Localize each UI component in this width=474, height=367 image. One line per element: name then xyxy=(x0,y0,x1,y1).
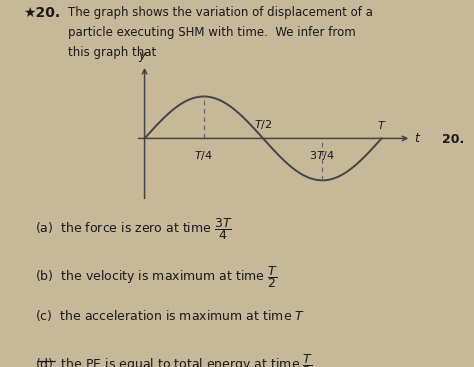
Text: (d)  the PE is equal to total energy at time $\dfrac{T}{2}$: (d) the PE is equal to total energy at t… xyxy=(36,352,314,367)
Text: $T/2$: $T/2$ xyxy=(254,118,272,131)
Text: particle executing SHM with time.  We infer from: particle executing SHM with time. We inf… xyxy=(68,26,356,39)
Text: $T$: $T$ xyxy=(377,119,386,131)
Text: t: t xyxy=(414,132,419,145)
Text: (a)  the force is zero at time $\dfrac{3T}{4}$: (a) the force is zero at time $\dfrac{3T… xyxy=(36,217,233,243)
Text: $T/4$: $T/4$ xyxy=(194,149,213,162)
Text: (c)  the acceleration is maximum at time $T$: (c) the acceleration is maximum at time … xyxy=(36,308,306,323)
Text: The graph shows the variation of displacement of a: The graph shows the variation of displac… xyxy=(68,6,374,18)
Text: 20.: 20. xyxy=(442,133,464,146)
Text: (b)  the velocity is maximum at time $\dfrac{T}{2}$: (b) the velocity is maximum at time $\df… xyxy=(36,264,279,290)
Text: $3T/4$: $3T/4$ xyxy=(309,149,336,162)
Text: y: y xyxy=(138,49,146,62)
Text: ★20.: ★20. xyxy=(23,6,60,19)
Text: this graph that: this graph that xyxy=(68,46,157,59)
